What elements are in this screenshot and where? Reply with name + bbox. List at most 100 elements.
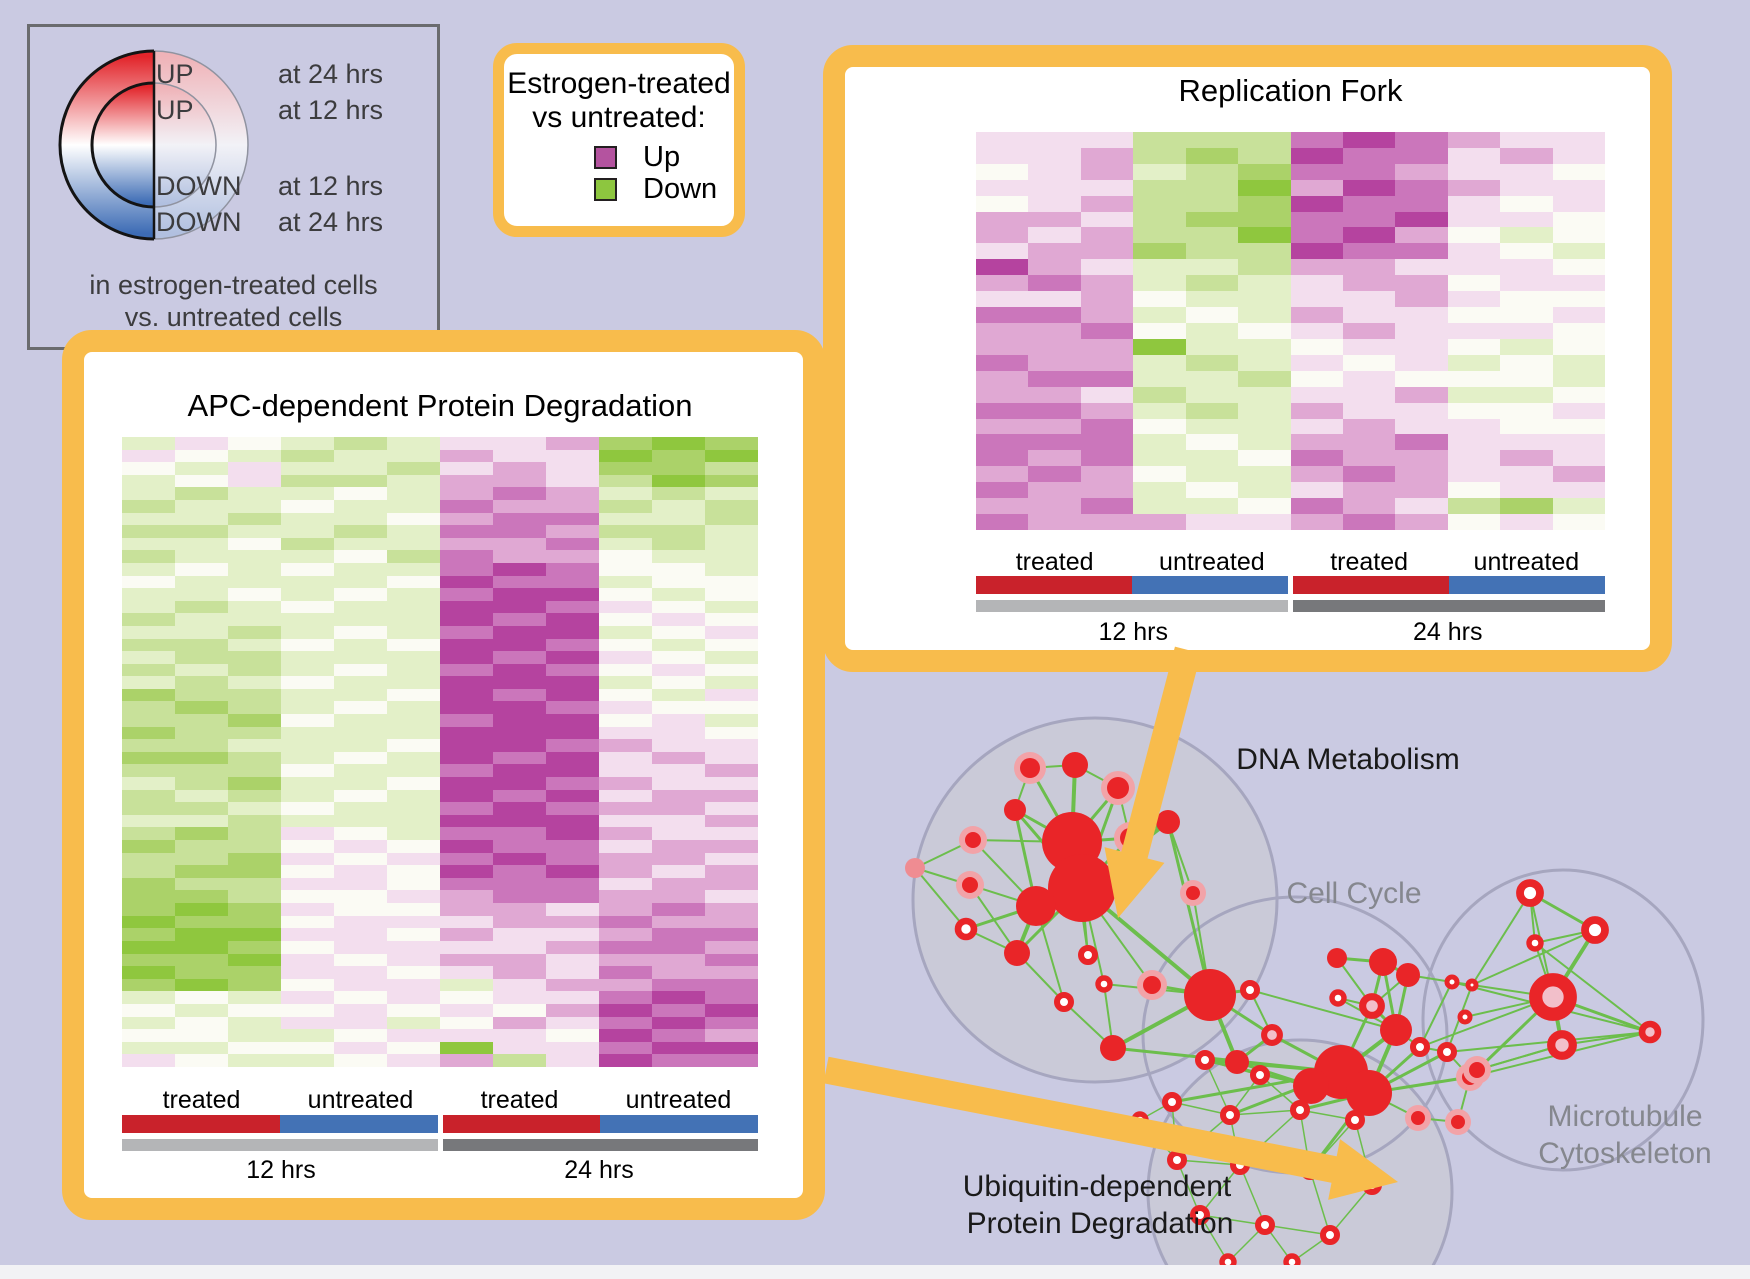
- heatmap-cell: [281, 953, 334, 967]
- heatmap-cell: [175, 714, 228, 727]
- heatmap-cell: [1133, 307, 1186, 324]
- heatmap-cell: [175, 449, 228, 463]
- heatmap-cell: [334, 966, 387, 979]
- heatmap-cell: [1395, 163, 1448, 180]
- heatmap-cell: [546, 613, 599, 626]
- network-edge: [1014, 808, 1073, 844]
- heatmap-cell: [546, 638, 599, 652]
- network-edge: [1151, 983, 1211, 997]
- network-edge: [1139, 1101, 1173, 1121]
- gene-node: [1369, 948, 1397, 976]
- gene-node: [1054, 992, 1074, 1012]
- heatmap-cell: [281, 865, 334, 878]
- heatmap-cell: [546, 739, 599, 752]
- heatmap-cell: [334, 739, 387, 752]
- heatmap-cell: [334, 928, 387, 941]
- heatmap-cell: [546, 777, 599, 790]
- heatmap-cell: [334, 714, 387, 727]
- condition-labels: treated untreated treated untreated: [976, 550, 1605, 575]
- heatmap-cell: [281, 1029, 334, 1042]
- heatmap-cell: [1500, 418, 1553, 435]
- network-edge: [1299, 1109, 1311, 1171]
- heatmap-cell: [334, 865, 387, 878]
- heatmap-cell: [1238, 386, 1291, 403]
- heatmap-cell: [1552, 275, 1605, 292]
- heatmap-cell: [705, 525, 758, 538]
- up-label: Up: [643, 140, 681, 173]
- heatmap-cell: [1290, 163, 1343, 180]
- network-edge: [1171, 1101, 1178, 1161]
- heatmap-cell: [976, 434, 1029, 451]
- color-key-box: Estrogen-treated vs untreated: Up Down: [493, 43, 745, 237]
- heatmap-cell: [1342, 291, 1396, 308]
- heatmap-cell: [122, 600, 175, 614]
- heatmap-cell: [652, 852, 705, 866]
- heatmap-cell: [1395, 179, 1448, 196]
- heatmap-cell: [546, 751, 599, 765]
- heatmap-cell: [440, 499, 493, 513]
- heatmap-cell: [281, 688, 334, 702]
- heatmap-cell: [599, 600, 652, 614]
- heatmap-cell: [175, 600, 228, 614]
- heatmap-cell: [1028, 338, 1081, 355]
- heatmap-cell: [599, 789, 652, 803]
- heatmap-cell: [652, 915, 705, 929]
- heatmap-cell: [122, 550, 175, 563]
- heatmap-cell: [1238, 418, 1291, 435]
- color-key-item-up: Up: [504, 141, 734, 173]
- gene-node: [1469, 1062, 1485, 1078]
- heatmap-cell: [1185, 498, 1239, 515]
- network-edge: [1476, 1044, 1563, 1071]
- heatmap-cell: [175, 512, 228, 526]
- heatmap-cell: [1500, 307, 1553, 324]
- heatmap-cell: [228, 512, 281, 526]
- heatmap-cell: [228, 688, 281, 702]
- heatmap-cell: [493, 827, 546, 841]
- heatmap-cell: [281, 940, 334, 954]
- heatmap-cell: [652, 613, 705, 626]
- network-edge: [1029, 764, 1076, 769]
- heatmap-cell: [281, 562, 334, 576]
- heatmap-cell: [1500, 275, 1553, 292]
- heatmap-cell: [175, 827, 228, 841]
- heatmap-cell: [175, 701, 228, 715]
- heatmap-cell: [122, 903, 175, 916]
- network-edge: [1063, 1001, 1114, 1049]
- heatmap-cell: [440, 487, 493, 500]
- heatmap-cell: [493, 903, 546, 916]
- heatmap-cell: [281, 890, 334, 904]
- gene-node: [1220, 1105, 1240, 1125]
- heatmap-cell: [652, 588, 705, 601]
- heatmap-cell: [175, 688, 228, 702]
- heatmap-cell: [1342, 498, 1396, 515]
- network-edge: [1299, 1109, 1356, 1121]
- heatmap-cell: [546, 789, 599, 803]
- heatmap-cell: [1500, 354, 1553, 371]
- heatmap-cell: [976, 402, 1029, 419]
- network-edge: [1291, 1234, 1331, 1263]
- heatmap-cell: [387, 991, 440, 1004]
- network-label: Ubiquitin-dependent: [962, 1170, 1232, 1203]
- network-edge: [1367, 1029, 1398, 1094]
- heatmap-cell: [493, 562, 546, 576]
- network-edge: [1171, 1070, 1342, 1104]
- heatmap-cell: [652, 814, 705, 828]
- heatmap-cell: [122, 638, 175, 652]
- heatmap-cell: [705, 449, 758, 463]
- heatmap-cell: [175, 437, 228, 450]
- heatmap-cell: [652, 437, 705, 450]
- heatmap-cell: [387, 625, 440, 639]
- network-edge: [1382, 960, 1409, 977]
- heatmap-cell: [387, 840, 440, 853]
- heatmap-cell: [1395, 227, 1448, 244]
- heatmap-cell: [228, 814, 281, 828]
- heatmap-cell: [228, 966, 281, 979]
- heatmap-cell: [1552, 354, 1605, 371]
- heatmap-cell: [976, 259, 1029, 276]
- heatmap-cell: [281, 701, 334, 715]
- network-edge: [1204, 1058, 1312, 1088]
- heatmap-cell: [546, 562, 599, 576]
- heatmap-cell: [1395, 211, 1448, 228]
- heatmap-cell: [1028, 466, 1081, 483]
- network-edge: [1529, 892, 1554, 998]
